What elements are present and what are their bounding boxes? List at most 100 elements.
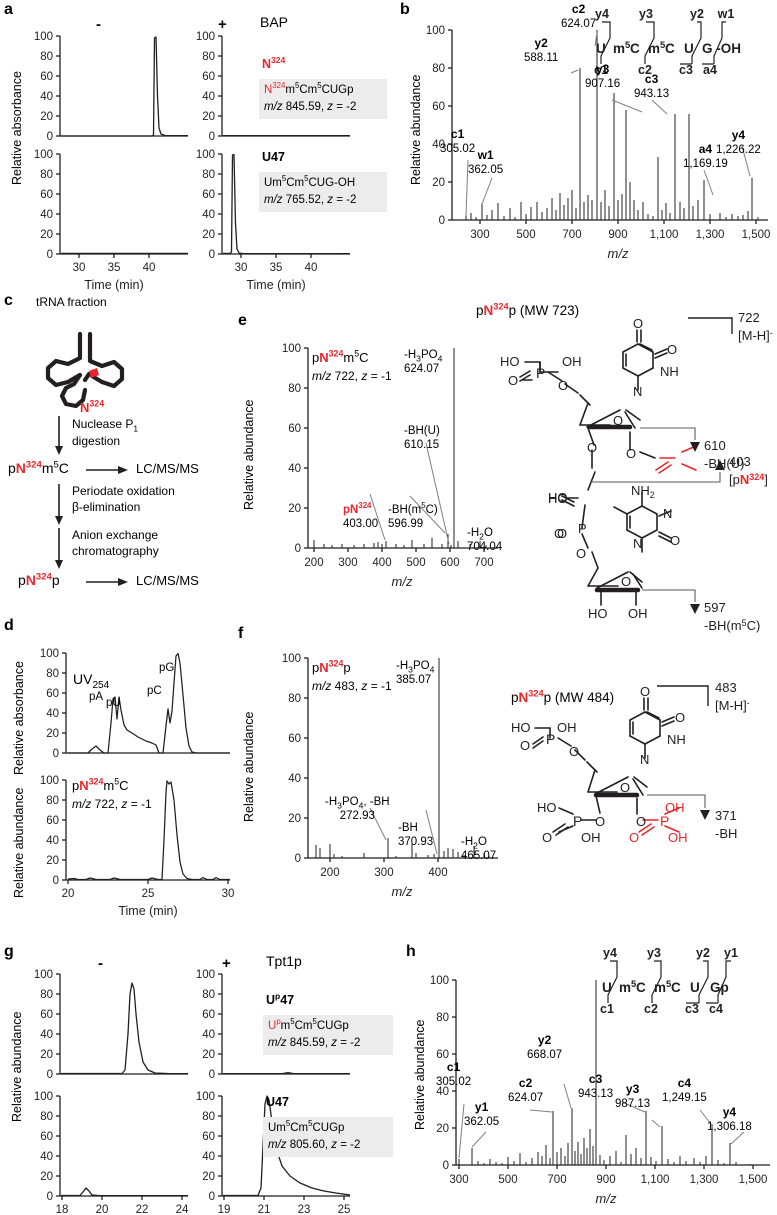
- svg-text:c2: c2: [638, 63, 652, 77]
- svg-text:40: 40: [40, 209, 53, 221]
- svg-text:60: 60: [40, 189, 53, 201]
- svg-text:40: 40: [288, 463, 301, 475]
- svg-text:HO: HO: [548, 491, 568, 506]
- svg-text:y2: y2: [690, 7, 704, 21]
- panel-a-treatment-label: BAP: [260, 14, 289, 30]
- svg-text:20: 20: [96, 1204, 109, 1215]
- svg-text:20: 20: [40, 111, 53, 123]
- svg-text:C: C: [630, 41, 640, 56]
- svg-text:C: C: [665, 41, 675, 56]
- svg-text:80: 80: [46, 668, 59, 680]
- svg-text:OH: OH: [581, 830, 601, 845]
- svg-text:20: 20: [436, 1123, 449, 1135]
- svg-text:[M-H]-: [M-H]-: [738, 328, 773, 343]
- svg-text:O: O: [558, 378, 568, 393]
- svg-text:HO: HO: [588, 606, 608, 621]
- svg-text:NH: NH: [660, 364, 679, 379]
- svg-text:0: 0: [443, 1160, 449, 1172]
- svg-text:1,100: 1,100: [650, 229, 679, 241]
- svg-text:OH: OH: [665, 800, 685, 815]
- svg-text:40: 40: [202, 1151, 215, 1163]
- svg-text:30: 30: [222, 888, 235, 900]
- panel-a-plots: 100 80 60 40 20 0 100 80 60 40 20 0 100 80 60 40 20: [34, 31, 350, 292]
- svg-text:80: 80: [40, 989, 53, 1001]
- svg-text:0: 0: [209, 1191, 215, 1203]
- panel-b-anno-w1: w1 362.05: [468, 148, 504, 176]
- svg-text:80: 80: [46, 795, 59, 807]
- svg-text:80: 80: [202, 989, 215, 1001]
- svg-text:[pN324]: [pN324]: [729, 472, 768, 487]
- svg-text:80: 80: [202, 51, 215, 63]
- panel-c-arrow-4: [55, 528, 63, 569]
- panel-d-peak-pA: pA: [89, 691, 104, 703]
- svg-text:40: 40: [288, 773, 301, 785]
- svg-text:m/z: m/z: [596, 1191, 617, 1206]
- svg-text:100: 100: [40, 775, 59, 787]
- svg-text:500: 500: [406, 557, 425, 569]
- panel-c-modification-label: N324: [80, 398, 105, 415]
- panel-g-condition-plus: +: [222, 955, 231, 972]
- panel-g-legend-top-box: Upm5Cm5CUGp m/z 845.59, z = -2: [263, 1015, 393, 1056]
- panel-f-structure-title: pN324p (MW 484): [511, 688, 615, 705]
- panel-b-spectrum: 100 80 60 40 20 0: [426, 25, 771, 261]
- panel-b-anno-y4: y4 1,226.22: [716, 128, 761, 156]
- svg-text:U: U: [684, 41, 694, 56]
- svg-text:1,500: 1,500: [739, 1174, 768, 1186]
- svg-text:O: O: [675, 710, 685, 725]
- svg-text:5: 5: [666, 979, 672, 990]
- svg-text:0: 0: [295, 853, 301, 865]
- svg-text:O: O: [620, 780, 630, 795]
- svg-text:0: 0: [53, 875, 59, 887]
- svg-text:O: O: [629, 830, 639, 845]
- svg-text:60: 60: [202, 1131, 215, 1143]
- svg-text:P: P: [578, 521, 587, 536]
- svg-text:m/z: m/z: [392, 574, 413, 589]
- svg-text:60: 60: [40, 1009, 53, 1021]
- svg-text:610: 610: [704, 438, 726, 453]
- svg-text:w1: w1: [717, 7, 735, 21]
- svg-text:O: O: [633, 316, 643, 331]
- svg-text:5: 5: [625, 40, 631, 51]
- svg-text:35: 35: [270, 262, 283, 274]
- svg-text:100: 100: [40, 648, 59, 660]
- svg-text:700: 700: [562, 229, 581, 241]
- svg-text:c4: c4: [709, 1002, 723, 1016]
- panel-c-start: tRNA fraction: [36, 295, 107, 309]
- svg-text:0: 0: [209, 249, 215, 261]
- svg-text:483: 483: [715, 680, 737, 695]
- svg-text:N: N: [663, 506, 672, 521]
- panel-b-anno-a4: a4 1,169.19: [683, 142, 728, 170]
- svg-text:60: 60: [288, 733, 301, 745]
- svg-text:O: O: [587, 440, 597, 455]
- svg-text:0: 0: [209, 131, 215, 143]
- svg-text:0: 0: [47, 249, 53, 261]
- svg-text:900: 900: [596, 1174, 615, 1186]
- svg-text:700: 700: [547, 1174, 566, 1186]
- svg-text:c1: c1: [600, 1002, 614, 1016]
- panel-a-legend-bottom-title: U47: [262, 150, 285, 164]
- panel-label-g: g: [4, 943, 14, 960]
- svg-text:60: 60: [436, 1049, 449, 1061]
- panel-a-legend-top-box: N324m5Cm5CUGp m/z 845.59, z = -2: [259, 79, 387, 120]
- svg-text:C: C: [671, 980, 681, 995]
- panel-h-anno-c3: c3 943.13: [578, 1072, 614, 1100]
- svg-text:20: 20: [62, 888, 75, 900]
- panel-f-anno-h3po4-bh: -H3PO4, -BH 272.93: [325, 796, 390, 823]
- svg-text:c3: c3: [679, 63, 693, 77]
- svg-text:80: 80: [288, 693, 301, 705]
- panel-f-anno-h2o: -H2O 465.07: [461, 836, 497, 863]
- panel-h-ylabel: Relative abundance: [413, 1019, 427, 1131]
- svg-text:0: 0: [295, 543, 301, 555]
- panel-c-arrow-2: [86, 466, 128, 474]
- svg-text:80: 80: [432, 63, 445, 75]
- panel-h-anno-c4: c4 1,249.15: [662, 1076, 707, 1104]
- svg-text:20: 20: [288, 813, 301, 825]
- svg-text:y3: y3: [639, 7, 653, 21]
- svg-text:O: O: [569, 744, 579, 759]
- svg-text:40: 40: [202, 1029, 215, 1041]
- svg-text:30: 30: [235, 262, 248, 274]
